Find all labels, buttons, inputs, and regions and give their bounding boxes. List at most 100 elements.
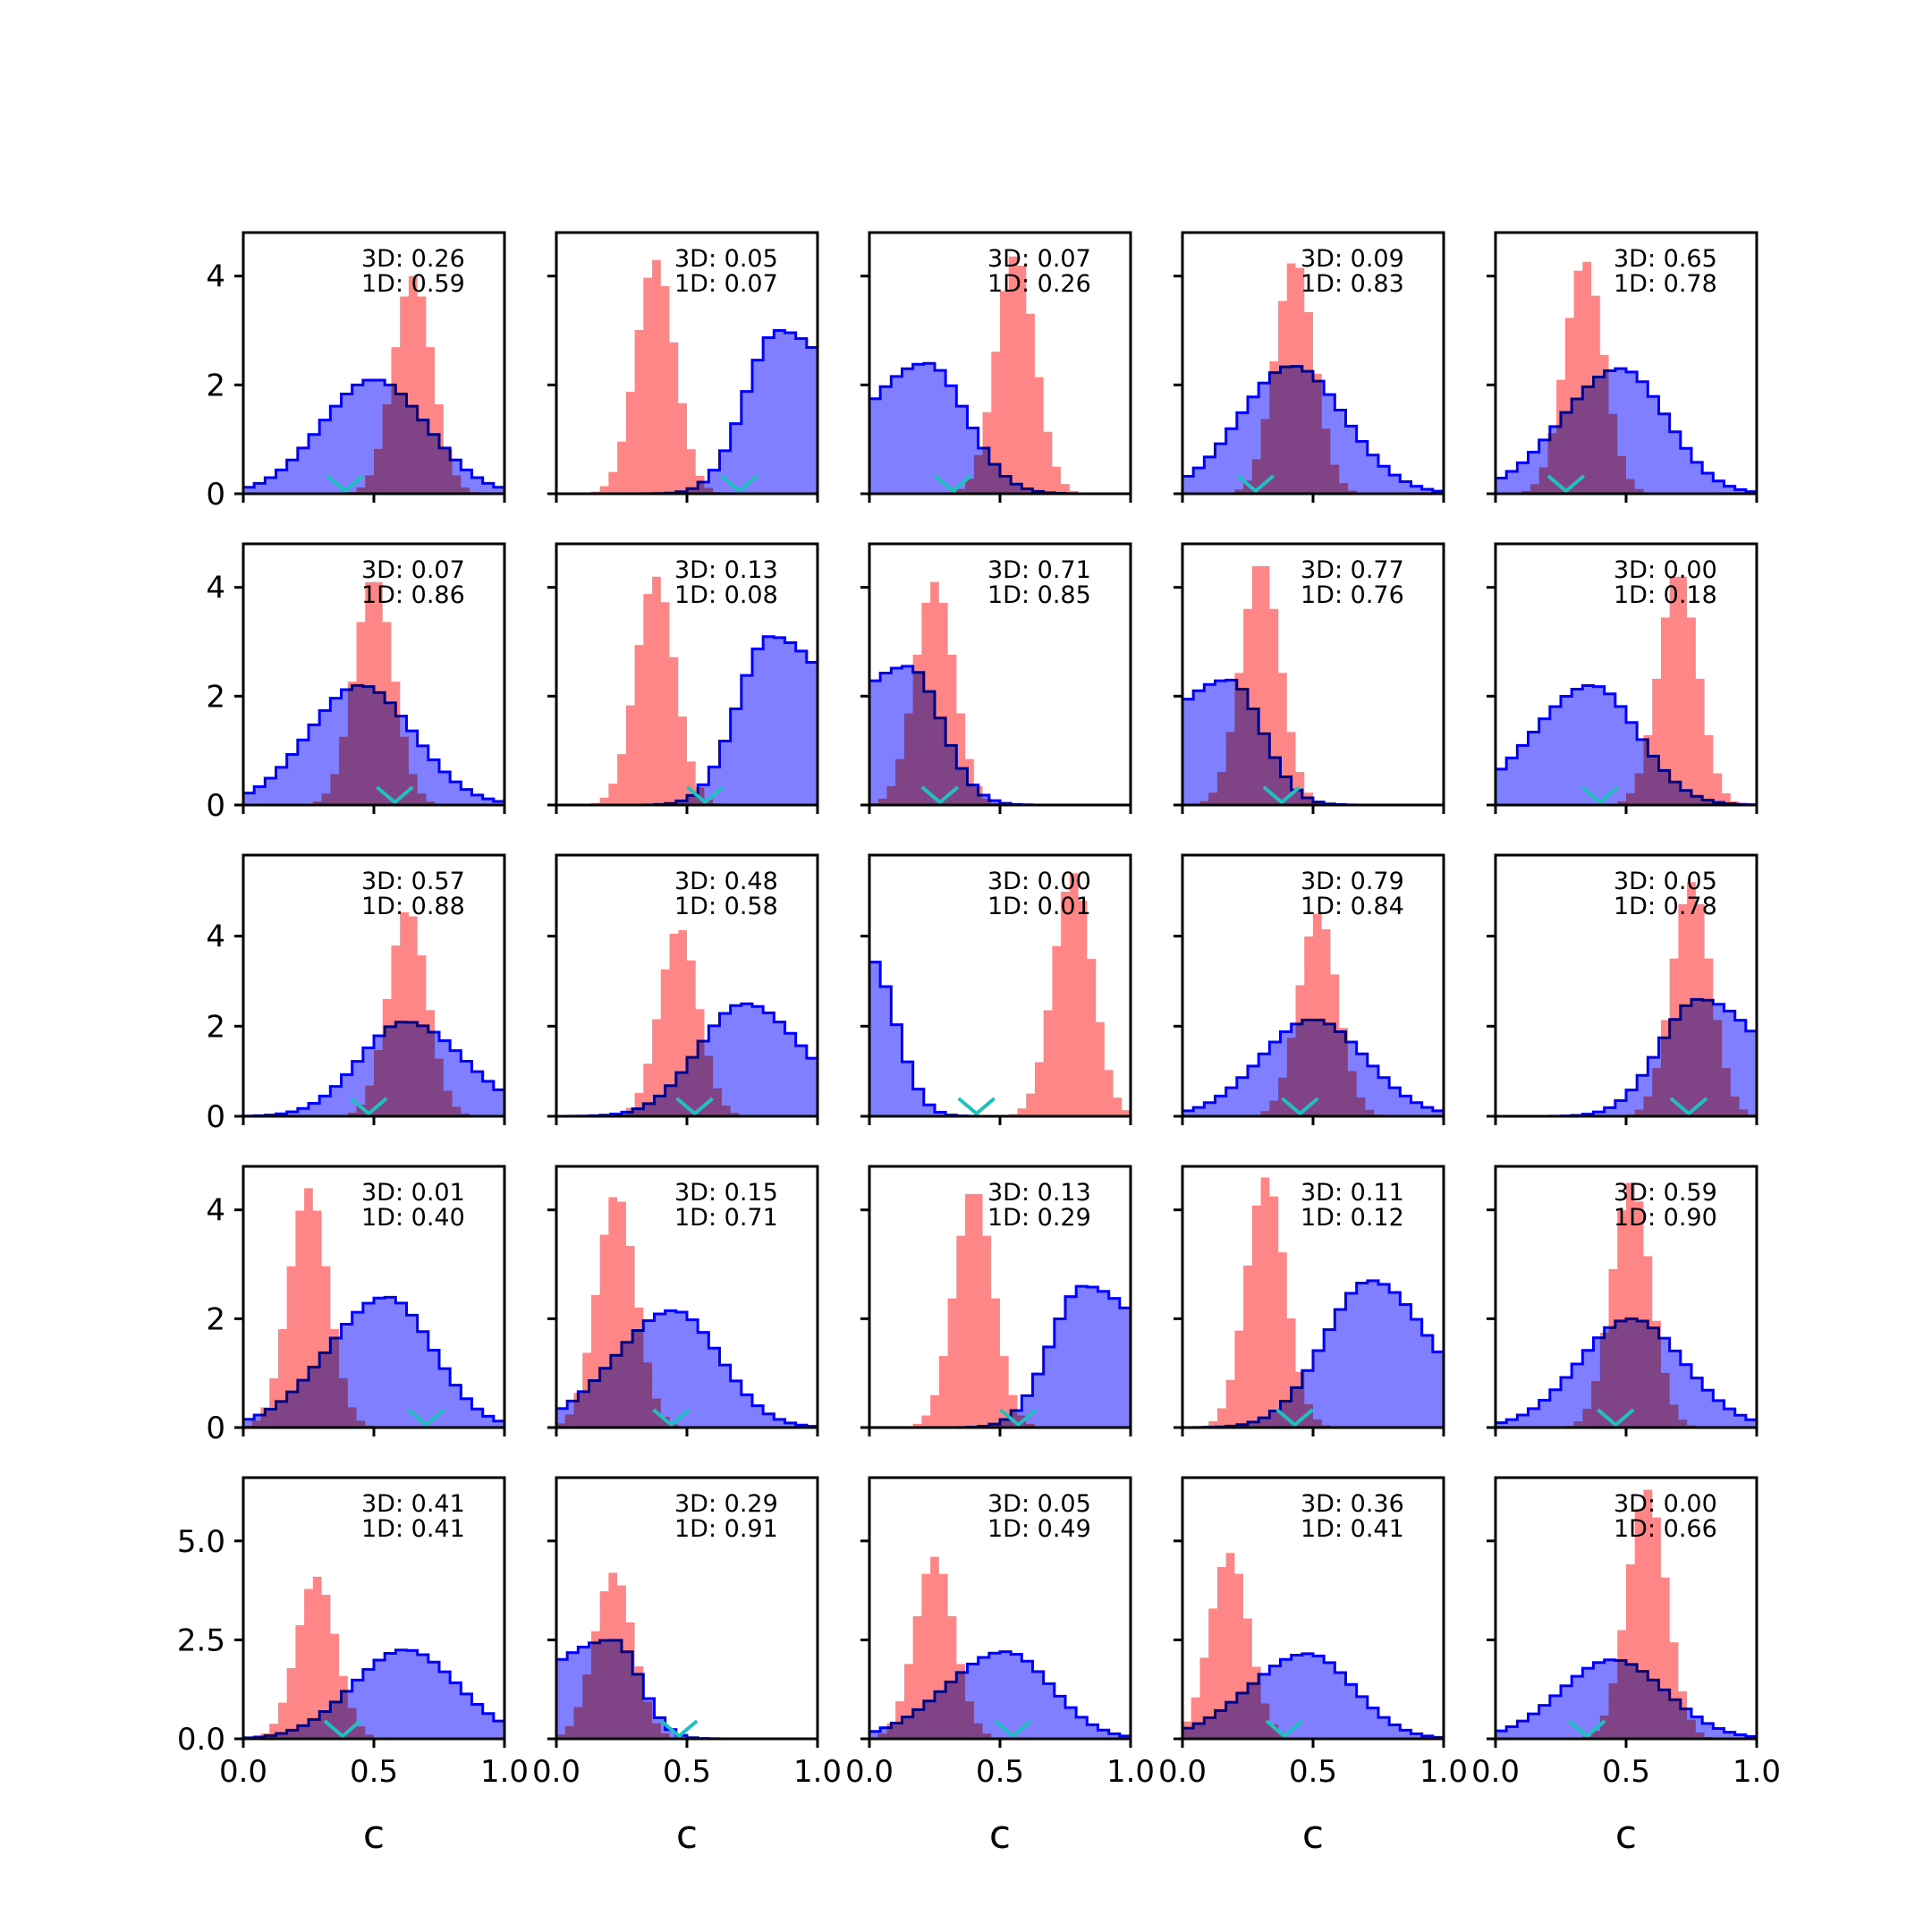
posterior-histogram (243, 1576, 504, 1739)
posterior-histogram (869, 873, 1131, 1116)
y-tick-label: 0 (206, 477, 225, 513)
panel-plot-area (556, 1197, 818, 1428)
true-value-marker (652, 1408, 691, 1428)
prior-histogram-fill (556, 636, 818, 805)
posterior-histogram (556, 576, 818, 805)
prior-histogram-edge (243, 1021, 504, 1116)
panel-plot-area (243, 1188, 504, 1428)
x-tick-label: 1.0 (793, 1754, 842, 1790)
posterior-histogram (1182, 1553, 1444, 1739)
true-value-marker (376, 785, 414, 805)
panel-plot-area (556, 929, 818, 1116)
annotation-3d: 3D: 0.07 (987, 245, 1091, 273)
posterior-histogram (1182, 1177, 1444, 1428)
annotation-1d: 1D: 0.41 (1301, 1515, 1404, 1543)
annotation-1d: 1D: 0.84 (1301, 893, 1404, 920)
annotation-1d: 1D: 0.83 (1301, 270, 1404, 298)
posterior-histogram (1182, 565, 1444, 805)
annotation-3d: 3D: 0.07 (361, 556, 465, 584)
annotation-1d: 1D: 0.86 (361, 581, 465, 609)
posterior-histogram (1182, 263, 1444, 494)
annotation-1d: 1D: 0.59 (361, 270, 465, 298)
x-tick-label: 0.0 (845, 1754, 894, 1790)
x-tick-label: 1.0 (1733, 1754, 1781, 1790)
annotation-1d: 1D: 0.58 (674, 893, 778, 920)
true-value-marker (1236, 474, 1275, 494)
panel-plot-area (243, 912, 504, 1116)
annotation-3d: 3D: 0.65 (1614, 245, 1717, 273)
annotation-3d: 3D: 0.77 (1301, 556, 1404, 584)
x-tick-label: 0.0 (219, 1754, 267, 1790)
annotation-1d: 1D: 0.41 (361, 1515, 465, 1543)
true-value-marker (1669, 1097, 1708, 1116)
true-value-marker (686, 785, 724, 805)
y-tick-label: 0 (206, 1411, 225, 1446)
panel-plot-area (1496, 1489, 1757, 1739)
true-value-marker (1275, 1408, 1314, 1428)
posterior-histogram (243, 581, 504, 805)
true-value-marker (957, 1097, 996, 1116)
annotation-3d: 3D: 0.26 (361, 245, 465, 273)
true-value-marker (1597, 1408, 1635, 1428)
y-tick-label: 0 (206, 1099, 225, 1135)
true-value-marker (326, 474, 365, 494)
annotation-1d: 1D: 0.91 (674, 1515, 778, 1543)
true-value-marker (1567, 1719, 1606, 1739)
true-value-marker (675, 1097, 715, 1116)
annotation-1d: 1D: 0.88 (361, 893, 465, 920)
annotation-1d: 1D: 0.90 (1614, 1204, 1717, 1232)
true-value-marker (1265, 1719, 1304, 1739)
true-value-marker (349, 1097, 388, 1116)
panel-plot-area (556, 576, 818, 805)
x-tick-label: 0.5 (976, 1754, 1024, 1790)
true-value-marker (1281, 1097, 1319, 1116)
x-tick-label: 0.5 (350, 1754, 398, 1790)
annotation-3d: 3D: 0.13 (674, 556, 778, 584)
panel-plot-area (243, 275, 504, 494)
annotation-3d: 3D: 0.00 (1614, 1490, 1717, 1518)
annotation-3d: 3D: 0.09 (1301, 245, 1404, 273)
posterior-histogram (869, 256, 1131, 494)
annotation-1d: 1D: 0.71 (674, 1204, 778, 1232)
true-value-marker (407, 1408, 445, 1428)
panel-plot-area (869, 581, 1131, 805)
posterior-histogram (1496, 261, 1757, 494)
panel-plot-area (1496, 576, 1757, 805)
posterior-histogram (1496, 1489, 1757, 1739)
posterior-histogram (243, 1188, 504, 1428)
x-tick-label: 0.5 (1602, 1754, 1650, 1790)
annotation-1d: 1D: 0.12 (1301, 1204, 1404, 1232)
annotation-3d: 3D: 0.00 (1614, 556, 1717, 584)
y-tick-label: 2 (206, 1009, 225, 1045)
annotation-3d: 3D: 0.05 (987, 1490, 1091, 1518)
annotation-1d: 1D: 0.76 (1301, 581, 1404, 609)
true-value-marker (1546, 474, 1586, 494)
panel-plot-area (556, 1572, 818, 1739)
annotation-1d: 1D: 0.08 (674, 581, 778, 609)
posterior-histogram (1496, 1182, 1757, 1428)
true-value-marker (999, 1408, 1038, 1428)
y-tick-label: 2 (206, 679, 225, 715)
x-axis-label: c (363, 1812, 385, 1858)
prior-histogram-edge (243, 378, 504, 489)
annotation-3d: 3D: 0.36 (1301, 1490, 1404, 1518)
posterior-histogram (556, 1197, 818, 1428)
posterior-histogram (556, 1572, 818, 1739)
x-tick-label: 1.0 (480, 1754, 529, 1790)
annotation-1d: 1D: 0.29 (987, 1204, 1091, 1232)
y-tick-label: 2 (206, 368, 225, 403)
x-axis-label: c (989, 1812, 1011, 1858)
x-tick-label: 0.5 (663, 1754, 711, 1790)
